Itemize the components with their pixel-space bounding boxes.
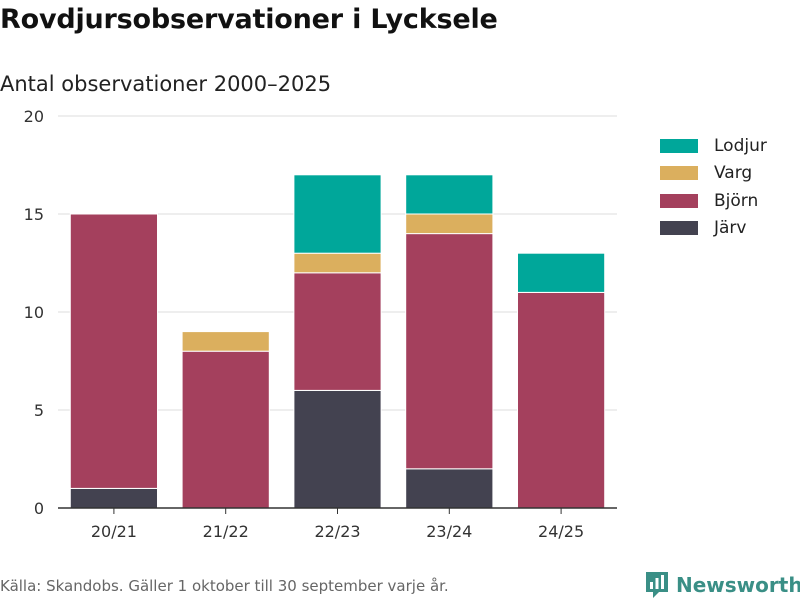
legend-item-jarv: Järv [660,215,767,243]
bar-lodjur-23/24 [405,174,494,215]
brand-name: Newsworthy [676,573,800,597]
brand-logo[interactable]: Newsworthy [644,570,800,600]
bar-chart-logo-icon [646,572,668,598]
bar-varg-21/22 [181,331,270,352]
bar-bjorn-22/23 [293,272,382,391]
legend-item-bjorn: Björn [660,187,767,215]
chart-title: Rovdjursobservationer i Lycksele [0,4,498,35]
bar-lodjur-22/23 [293,174,382,254]
bar-bjorn-23/24 [405,233,494,470]
x-tick-label: 20/21 [91,522,137,541]
x-tick-label: 21/22 [203,522,249,541]
bar-varg-22/23 [293,252,382,274]
bar-jarv-23/24 [405,468,494,509]
legend-swatch-lodjur [660,138,698,153]
legend-label-varg: Varg [714,163,753,184]
y-tick-label: 15 [24,205,44,224]
x-tick-label: 24/25 [538,522,584,541]
y-tick-label: 0 [34,499,44,518]
legend-swatch-varg [660,166,698,181]
source-note: Källa: Skandobs. Gäller 1 oktober till 3… [0,577,449,595]
y-axis-ticks: 0 5 10 15 20 [24,107,44,518]
legend-label-bjorn: Björn [714,190,759,211]
y-tick-label: 20 [24,107,44,126]
bar-jarv-22/23 [293,389,382,509]
legend-item-varg: Varg [660,160,767,188]
legend-label-lodjur: Lodjur [714,135,767,156]
legend-swatch-jarv [660,221,698,236]
x-tick-label: 23/24 [426,522,472,541]
legend-label-jarv: Järv [714,218,747,239]
legend: Lodjur Varg Björn Järv [660,132,767,242]
bars [69,174,606,509]
legend-item-lodjur: Lodjur [660,132,767,160]
bar-jarv-20/21 [69,487,159,509]
y-tick-label: 10 [24,303,44,322]
x-tick-label: 22/23 [314,522,360,541]
bar-lodjur-24/25 [516,252,606,293]
chart-subtitle: Antal observationer 2000–2025 [0,72,332,96]
bar-varg-23/24 [405,213,494,235]
stacked-bar-chart: 0 5 10 15 20 20/21 21/22 22/23 23/24 24/25 [24,107,617,541]
bar-bjorn-21/22 [181,350,270,509]
bar-bjorn-20/21 [69,213,159,489]
legend-swatch-bjorn [660,193,698,208]
x-axis-ticks: 20/21 21/22 22/23 23/24 24/25 [91,508,584,541]
y-tick-label: 5 [34,401,44,420]
bar-bjorn-24/25 [516,291,606,509]
